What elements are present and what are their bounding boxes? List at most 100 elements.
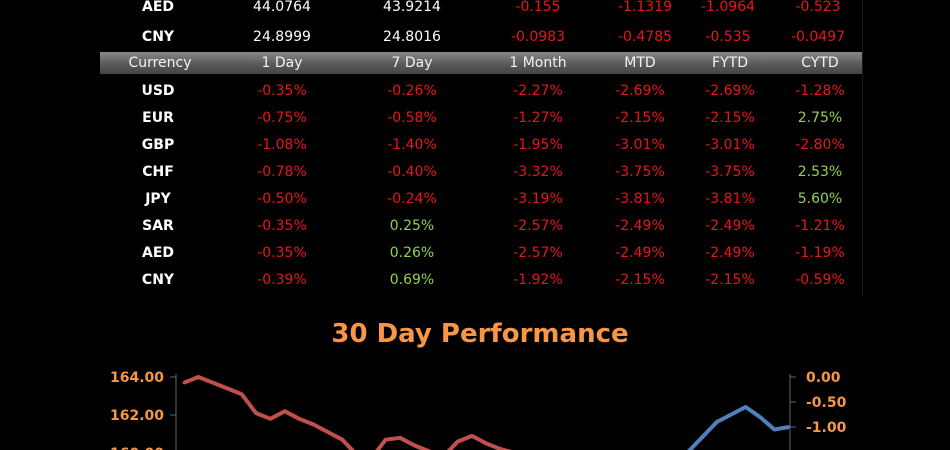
performance-value: -1.21% [795, 218, 845, 234]
data-point [240, 392, 244, 396]
table-row: EUR -0.75% -0.58% -1.27% -2.15% -2.15% 2.75% [100, 107, 862, 129]
y-left-tick-label: 164.00 [110, 370, 164, 386]
performance-value: -2.15% [705, 110, 755, 126]
rate-value: 44.0764 [253, 0, 311, 15]
performance-value: -3.75% [705, 164, 755, 180]
performance-value: -2.15% [615, 272, 665, 288]
y-left-tick-label: 162.00 [110, 408, 164, 424]
data-point [700, 435, 704, 439]
currency-code: GBP [141, 137, 175, 153]
performance-value: -0.59% [795, 272, 845, 288]
performance-value: 2.53% [797, 164, 843, 180]
performance-value: -3.19% [513, 191, 563, 207]
data-point [470, 434, 474, 438]
performance-value: -1.08% [257, 137, 307, 153]
rate-value: 24.8999 [253, 29, 311, 45]
table-row: USD -0.35% -0.26% -2.27% -2.69% -2.69% -1.28% [100, 80, 862, 102]
performance-value: -2.27% [513, 83, 563, 99]
data-point [729, 413, 733, 416]
data-point [268, 417, 272, 421]
data-point [398, 436, 402, 440]
data-point [787, 425, 791, 429]
rate-change: -0.4785 [617, 29, 673, 45]
performance-value: -2.15% [615, 110, 665, 126]
performance-value: -2.15% [705, 272, 755, 288]
performance-value: -0.35% [257, 218, 307, 234]
performance-value: -2.69% [615, 83, 665, 99]
data-point [384, 438, 388, 442]
table-row: SAR -0.35% 0.25% -2.57% -2.49% -2.49% -1.21% [100, 215, 862, 237]
performance-value: -0.35% [257, 245, 307, 261]
data-point [456, 440, 460, 444]
y-right-axis: 0.00 -0.50 -1.00 [790, 370, 847, 436]
performance-value: -3.32% [513, 164, 563, 180]
y-right-tick-label: -0.50 [806, 395, 847, 411]
column-header: 1 Day [261, 55, 303, 71]
data-point [211, 381, 215, 385]
performance-value: -0.40% [387, 164, 437, 180]
rate-change: -0.155 [515, 0, 561, 15]
column-header: FYTD [712, 55, 748, 71]
rate-value: 24.8016 [383, 29, 441, 45]
rate-change: -1.1319 [617, 0, 673, 15]
rate-change: -0.535 [705, 29, 751, 45]
performance-value: -2.49% [705, 245, 755, 261]
currency-code: CHF [142, 164, 174, 180]
performance-value: -2.49% [615, 218, 665, 234]
table-row: JPY -0.50% -0.24% -3.19% -3.81% -3.81% 5.60% [100, 188, 862, 210]
data-point [254, 411, 258, 415]
series-line-red [183, 375, 512, 450]
data-point [326, 430, 330, 434]
data-point [412, 443, 416, 447]
performance-value: -3.81% [705, 191, 755, 207]
performance-value: -0.24% [387, 191, 437, 207]
data-point [312, 423, 316, 426]
performance-value: 5.60% [797, 191, 843, 207]
performance-value: -2.57% [513, 218, 563, 234]
data-point [297, 417, 301, 421]
performance-value: 0.69% [389, 272, 435, 288]
data-point [499, 447, 503, 450]
performance-value: -1.95% [513, 137, 563, 153]
performance-value: -0.78% [257, 164, 307, 180]
column-header: CYTD [801, 55, 839, 71]
data-point [484, 442, 488, 445]
column-header: 1 Month [509, 55, 567, 71]
performance-value: -3.01% [615, 137, 665, 153]
data-point [283, 409, 287, 413]
performance-value: -1.40% [387, 137, 437, 153]
rate-row: AED 44.0764 43.9214 -0.155 -1.1319 -1.0964 -0.… [100, 0, 862, 18]
rate-row: CNY 24.8999 24.8016 -0.0983 -0.4785 -0.535 -0.… [100, 26, 862, 48]
y-right-tick-label: -1.00 [806, 420, 847, 436]
performance-value: -2.49% [615, 245, 665, 261]
performance-value: -3.81% [615, 191, 665, 207]
data-point [225, 386, 229, 390]
data-point [744, 405, 748, 409]
performance-value: -0.50% [257, 191, 307, 207]
currency-code: CNY [141, 29, 175, 45]
performance-value: -1.28% [795, 83, 845, 99]
performance-value: -2.69% [705, 83, 755, 99]
performance-value: -2.57% [513, 245, 563, 261]
panel-divider [862, 0, 863, 296]
column-header: MTD [624, 55, 656, 71]
performance-value: -0.26% [387, 83, 437, 99]
currency-code: EUR [142, 110, 174, 126]
performance-value: -3.75% [615, 164, 665, 180]
rate-change: -0.0497 [790, 29, 846, 45]
currency-code: AED [141, 0, 175, 15]
performance-value: 0.26% [389, 245, 435, 261]
table-row: CHF -0.78% -0.40% -3.32% -3.75% -3.75% 2.53% [100, 161, 862, 183]
performance-value: -2.80% [795, 137, 845, 153]
table-row: AED -0.35% 0.26% -2.57% -2.49% -2.49% -1.19% [100, 242, 862, 264]
performance-value: -0.58% [387, 110, 437, 126]
performance-value: -0.75% [257, 110, 307, 126]
performance-value: 0.25% [389, 218, 435, 234]
performance-value: -0.35% [257, 83, 307, 99]
column-header: 7 Day [391, 55, 433, 71]
table-row: GBP -1.08% -1.40% -1.95% -3.01% -3.01% -2.80% [100, 134, 862, 156]
performance-value: 2.75% [797, 110, 843, 126]
rate-change: -0.523 [795, 0, 841, 15]
currency-code: USD [141, 83, 175, 99]
performance-value: -1.27% [513, 110, 563, 126]
